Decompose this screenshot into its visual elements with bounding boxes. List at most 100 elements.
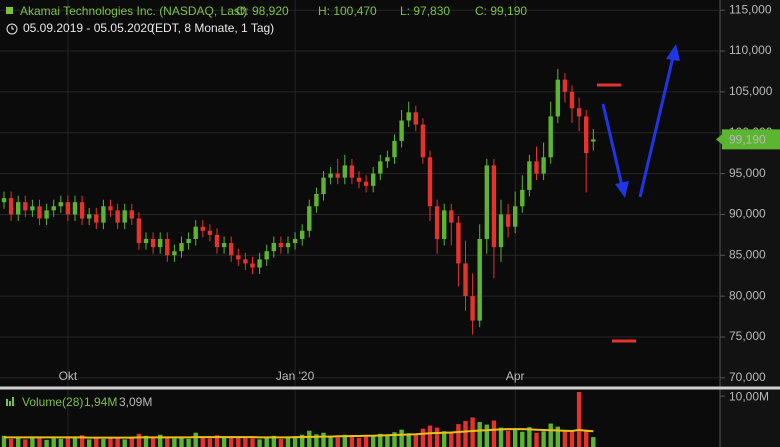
candle-body <box>584 116 589 154</box>
candle-body <box>143 238 149 244</box>
volume-bar <box>65 436 71 447</box>
candle-body <box>8 198 14 215</box>
volume-bar <box>122 439 127 447</box>
candle-body <box>115 210 120 223</box>
volume-icon <box>12 397 14 406</box>
volume-bar <box>129 437 134 447</box>
volume-legend: Volume(28) <box>22 395 83 409</box>
candle-body <box>300 230 305 239</box>
candle-body <box>527 161 532 190</box>
volume-bar <box>477 422 482 447</box>
candle-body <box>442 210 447 239</box>
volume-bar <box>371 435 376 447</box>
volume-bar <box>200 437 205 447</box>
candle-body <box>250 263 255 268</box>
candle-body <box>165 238 170 256</box>
last-price-label: 99,190 <box>729 133 766 147</box>
candle-body <box>328 173 333 178</box>
candle-body <box>1 198 7 203</box>
candle-body <box>484 165 489 239</box>
candle-body <box>498 214 504 248</box>
candle-body <box>321 177 326 195</box>
volume-bar <box>264 437 269 447</box>
volume-bar <box>463 421 468 447</box>
volume-bar <box>257 439 262 447</box>
volume-bar <box>115 437 120 447</box>
volume-bar <box>285 437 291 447</box>
candle-body <box>122 210 127 223</box>
candle-body <box>363 181 369 186</box>
candle-body <box>434 206 440 239</box>
candle-body <box>229 243 234 256</box>
volume-bar <box>158 434 163 447</box>
y-tick-label: 115,000 <box>729 2 772 16</box>
candle-body <box>193 226 198 239</box>
volume-bar <box>399 429 404 447</box>
x-tick-label: Okt <box>59 369 78 383</box>
volume-bar <box>51 438 56 447</box>
candle-body <box>158 238 163 248</box>
volume-bar <box>413 434 418 447</box>
candle-body <box>406 112 411 121</box>
volume-bar <box>165 437 170 447</box>
candle-body <box>541 157 546 174</box>
volume-bar <box>314 434 319 447</box>
volume-icon <box>9 401 11 406</box>
volume-bar <box>513 429 518 447</box>
candle-body <box>562 79 568 92</box>
candle-body <box>37 206 42 219</box>
candle-body <box>58 202 63 207</box>
candle-body <box>555 79 560 117</box>
candle-body <box>87 214 92 219</box>
candle-body <box>257 259 262 268</box>
volume-bar <box>300 434 305 447</box>
volume-bar <box>562 430 568 447</box>
volume-bar <box>8 438 14 447</box>
volume-bar <box>498 427 504 447</box>
candle-body <box>534 161 539 174</box>
candle-body <box>356 177 362 182</box>
candle-body <box>307 206 312 231</box>
candle-body <box>179 243 184 252</box>
volume-bar <box>186 438 191 447</box>
volume-bar <box>101 438 106 447</box>
candle-body <box>94 214 99 223</box>
volume-bar <box>420 428 426 447</box>
candle-body <box>65 202 71 215</box>
volume-bar <box>150 437 156 447</box>
candle-body <box>427 157 433 207</box>
volume-icon <box>6 399 8 406</box>
candle-body <box>477 238 482 321</box>
volume-bar <box>591 437 596 447</box>
candle-body <box>108 206 113 211</box>
volume-bar <box>193 432 198 447</box>
period: (EDT, 8 Monate, 1 Tag) <box>151 21 274 35</box>
x-tick-label: Apr <box>506 369 525 383</box>
candle-body <box>79 202 85 219</box>
candle-body <box>548 116 553 158</box>
y-tick-label: 95,000 <box>729 166 766 180</box>
volume-bar <box>442 431 447 447</box>
y-tick-label: 105,000 <box>729 84 773 98</box>
quote-close: C: 99,190 <box>475 4 527 18</box>
last-price-box <box>722 129 780 150</box>
volume-bar <box>292 436 298 447</box>
candle-body <box>207 230 213 235</box>
candle-body <box>136 218 142 244</box>
volume-bar <box>427 425 433 447</box>
volume-bar <box>108 436 113 447</box>
volume-bar <box>236 437 241 447</box>
arrow-head <box>615 181 629 198</box>
candle-body <box>576 108 582 117</box>
drawing-arrow <box>638 56 675 198</box>
candle-body <box>23 202 28 211</box>
clock-hands <box>11 26 14 30</box>
candle-body <box>44 210 49 219</box>
candle-body <box>129 210 134 219</box>
volume-bar <box>16 437 21 447</box>
y-tick-label: 90,000 <box>729 207 766 221</box>
quote-high: H: 100,470 <box>318 4 377 18</box>
volume-bar <box>434 427 440 447</box>
